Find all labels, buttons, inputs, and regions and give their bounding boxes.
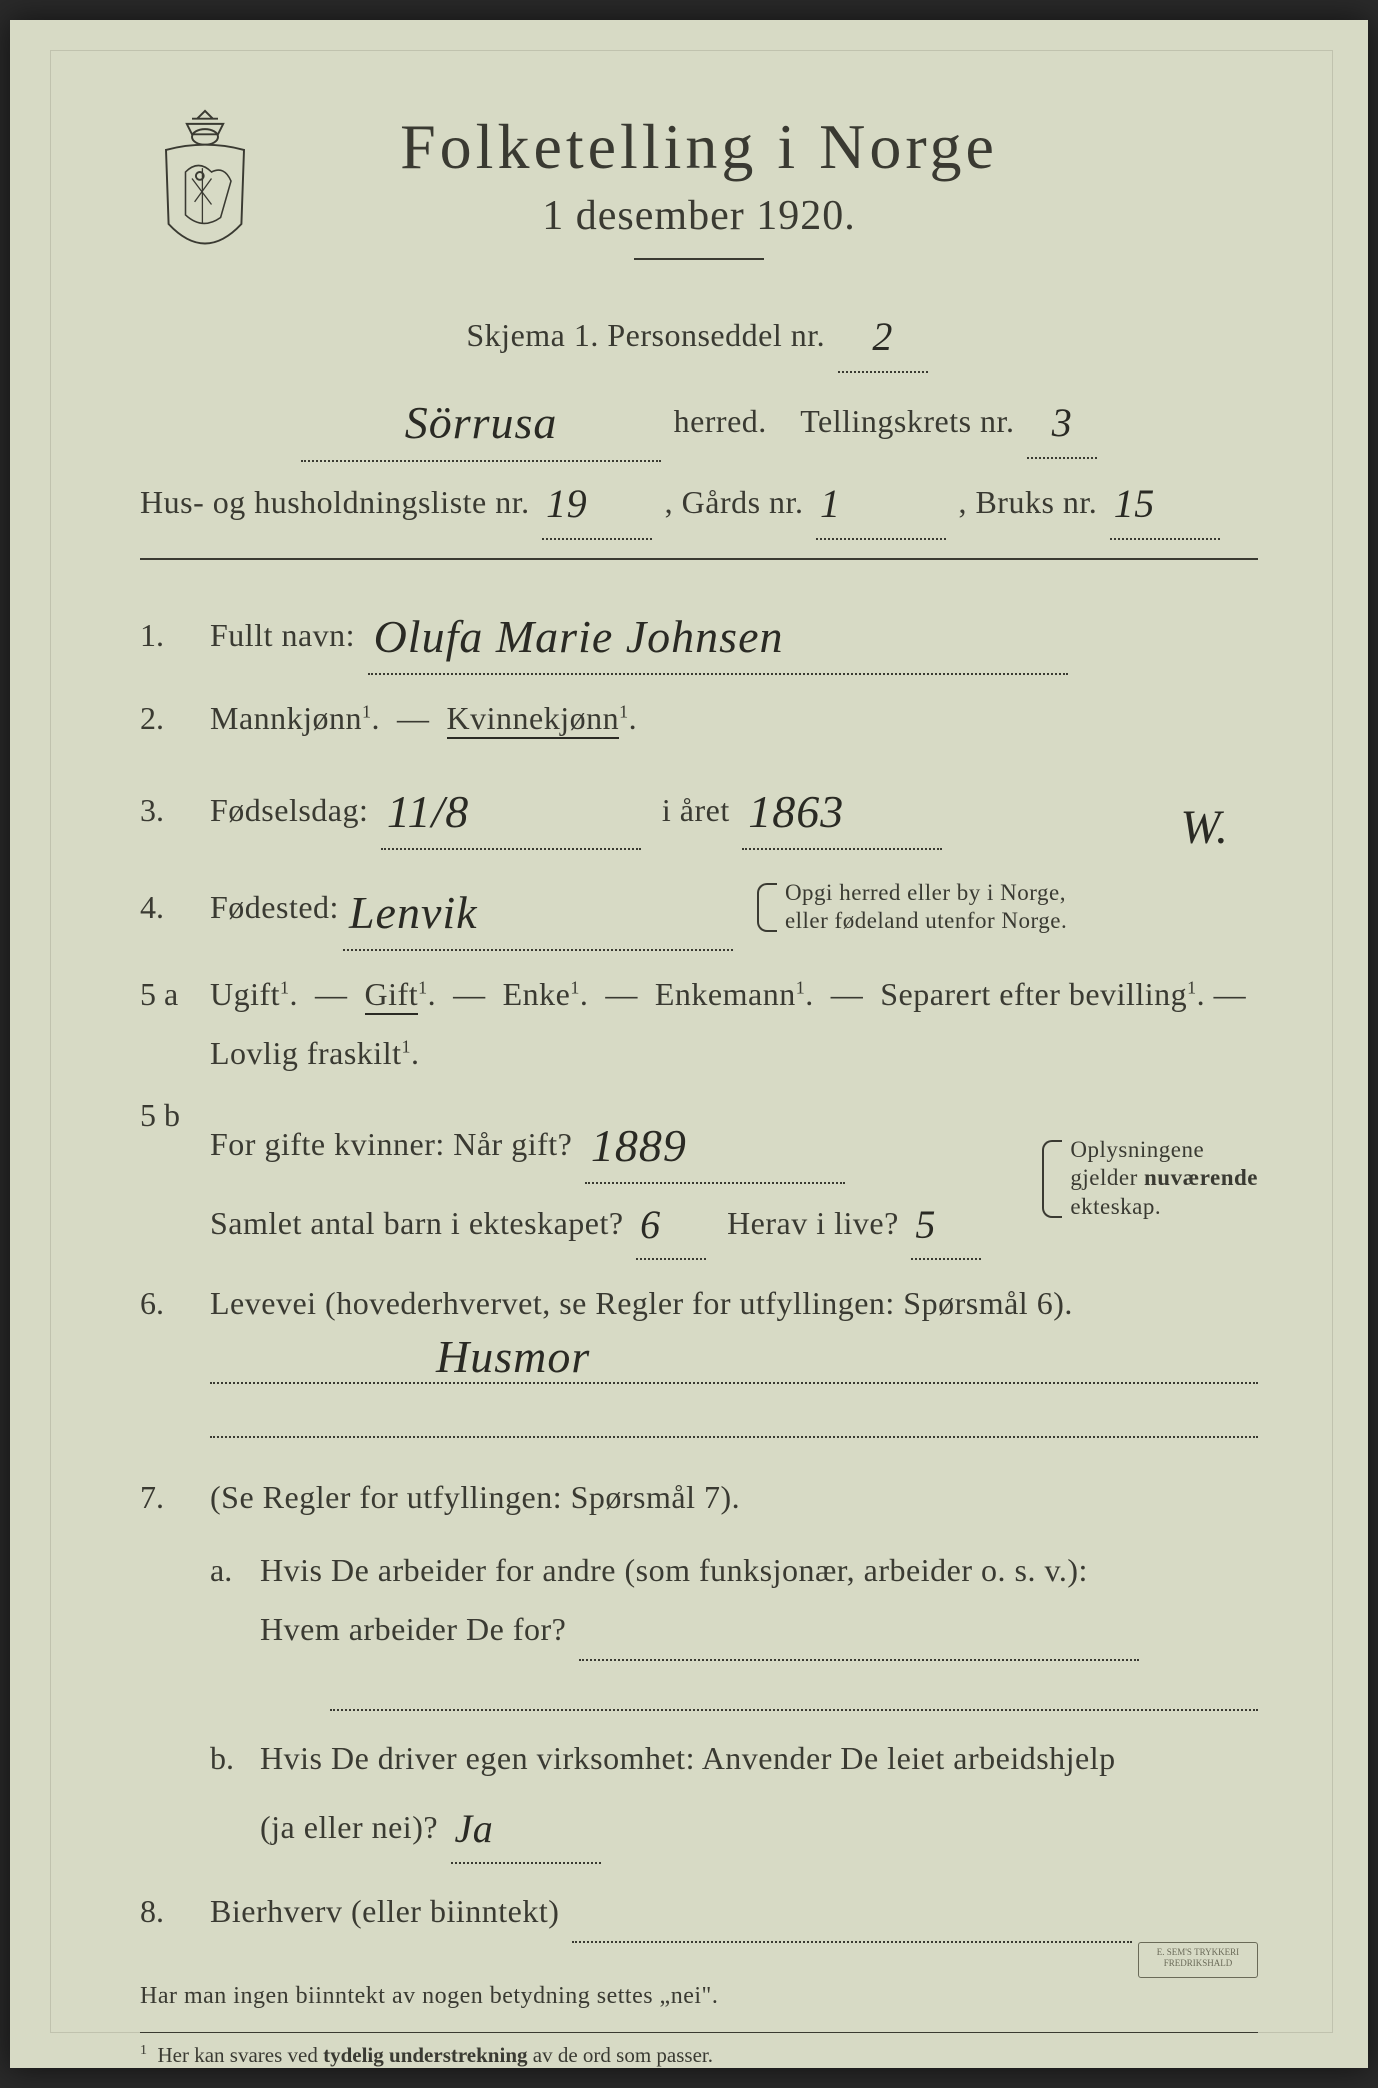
q3-year: 1863 <box>742 786 850 837</box>
q5a-num: 5 a <box>140 976 210 1013</box>
bruks-label: , Bruks nr. <box>958 484 1097 520</box>
q5b-v2: 6 <box>636 1202 665 1247</box>
q7a-blank-line <box>330 1675 1258 1711</box>
footer-note: Har man ingen biinntekt av nogen betydni… <box>140 1983 1258 2010</box>
q8-label: Bierhverv (eller biinntekt) <box>210 1893 559 1929</box>
q7b-num: b. <box>210 1740 260 1777</box>
q6-value-line: Husmor <box>210 1348 1258 1384</box>
q7a-num: a. <box>210 1552 260 1589</box>
printer-stamp: E. SEM'S TRYKKERIFREDRIKSHALD <box>1138 1942 1258 1978</box>
footnote: 1 Her kan svares ved tydelig understrekn… <box>140 2043 1258 2068</box>
q5b-note: Oplysningene gjelder nuværende ekteskap. <box>1042 1136 1258 1222</box>
q5b-note-l1: Oplysningene <box>1070 1137 1204 1162</box>
herred-label: herred. <box>674 403 767 439</box>
q4-note-l2: eller fødeland utenfor Norge. <box>785 908 1067 933</box>
q5b-row: 5 b For gifte kvinner: Når gift? 1889 Sa… <box>140 1097 1258 1260</box>
form-date: 1 desember 1920. <box>140 192 1258 240</box>
q7-row: 7. (Se Regler for utfyllingen: Spørsmål … <box>140 1468 1258 1527</box>
q6-value: Husmor <box>430 1330 596 1383</box>
q7a-row: a. Hvis De arbeider for andre (som funks… <box>210 1541 1258 1661</box>
q5b-l2: Samlet antal barn i ekteskapet? <box>210 1205 624 1241</box>
divider <box>634 258 764 260</box>
q5b-note-l2: gjelder nuværende <box>1070 1165 1258 1190</box>
q7b-row: b. Hvis De driver egen virksomhet: Anven… <box>210 1729 1258 1864</box>
q5a-row: 5 a Ugift1. — Gift1. — Enke1. — Enkemann… <box>140 965 1258 1083</box>
q4-value: Lenvik <box>343 887 484 938</box>
footnote-text: Her kan svares ved tydelig understreknin… <box>158 2043 713 2067</box>
q5b-note-l3: ekteskap. <box>1070 1194 1161 1219</box>
bruks-nr: 15 <box>1110 481 1159 526</box>
tellingskrets-nr: 3 <box>1048 400 1077 445</box>
herred-value: Sörrusa <box>399 397 564 448</box>
footnote-num: 1 <box>140 2043 147 2058</box>
hus-line: Hus- og husholdningsliste nr. 19 , Gårds… <box>140 462 1258 540</box>
q7-label: (Se Regler for utfyllingen: Spørsmål 7). <box>210 1479 740 1515</box>
q5a-opts2: Lovlig fraskilt1. <box>210 1035 419 1071</box>
skjema-label: Skjema 1. Personseddel nr. <box>466 317 825 353</box>
hus-label: Hus- og husholdningsliste nr. <box>140 484 530 520</box>
q3-num: 3. <box>140 792 210 829</box>
q1-label: Fullt navn: <box>210 617 355 653</box>
hus-nr: 19 <box>542 481 591 526</box>
q5b-l3: Herav i live? <box>727 1205 899 1241</box>
q7a-l1: Hvis De arbeider for andre (som funksjon… <box>260 1552 1088 1588</box>
q2-opt-mann: Mannkjønn <box>210 700 362 736</box>
q4-note: Opgi herred eller by i Norge, eller føde… <box>757 879 1067 937</box>
q1-num: 1. <box>140 617 210 654</box>
coat-of-arms-icon <box>140 100 270 270</box>
footnote-rule <box>140 2032 1258 2033</box>
q3-row: 3. Fødselsdag: 11/8 i året 1863 <box>140 763 1258 850</box>
q7b-l2: (ja eller nei)? <box>260 1809 438 1845</box>
q5b-v1: 1889 <box>585 1120 693 1171</box>
q6-blank-line <box>210 1402 1258 1438</box>
section-divider <box>140 558 1258 560</box>
q6-label: Levevei (hovederhvervet, se Regler for u… <box>210 1285 1073 1321</box>
q2-num: 2. <box>140 700 210 737</box>
q5b-v3: 5 <box>911 1202 940 1247</box>
gards-nr: 1 <box>816 481 845 526</box>
q1-row: 1. Fullt navn: Olufa Marie Johnsen <box>140 588 1258 675</box>
form-title: Folketelling i Norge <box>140 110 1258 184</box>
q5a-opts: Ugift1. — Gift1. — Enke1. — Enkemann1. —… <box>210 976 1246 1012</box>
q4-num: 4. <box>140 889 210 926</box>
tellingskrets-label: Tellingskrets nr. <box>800 403 1014 439</box>
q2-row: 2. Mannkjønn1. — Kvinnekjønn1. <box>140 689 1258 748</box>
form-header: Folketelling i Norge 1 desember 1920. <box>140 110 1258 260</box>
gards-label: , Gårds nr. <box>665 484 804 520</box>
census-form-page: Folketelling i Norge 1 desember 1920. Sk… <box>10 20 1368 2068</box>
q4-label: Fødested: <box>210 878 339 937</box>
q3-mid: i året <box>662 792 730 828</box>
q8-row: 8. Bierhverv (eller biinntekt) <box>140 1882 1258 1943</box>
q2-opt-kvinne: Kvinnekjønn <box>447 700 620 739</box>
q8-num: 8. <box>140 1893 210 1930</box>
skjema-line: Skjema 1. Personseddel nr. 2 <box>140 295 1258 373</box>
q7b-l1: Hvis De driver egen virksomhet: Anvender… <box>260 1740 1116 1776</box>
initials-mark: W. <box>1180 800 1228 855</box>
q5b-l1: For gifte kvinner: Når gift? <box>210 1126 572 1162</box>
personseddel-nr: 2 <box>868 314 897 359</box>
q6-row: 6. Levevei (hovederhvervet, se Regler fo… <box>140 1274 1258 1333</box>
q4-note-l1: Opgi herred eller by i Norge, <box>785 880 1066 905</box>
q7b-val: Ja <box>451 1806 498 1851</box>
q1-value: Olufa Marie Johnsen <box>368 611 790 662</box>
herred-line: Sörrusa herred. Tellingskrets nr. 3 <box>140 373 1258 462</box>
q6-num: 6. <box>140 1285 210 1322</box>
q4-row: 4. Fødested: Lenvik Opgi herred eller by… <box>140 864 1258 951</box>
q3-label: Fødselsdag: <box>210 792 368 828</box>
q7-num: 7. <box>140 1479 210 1516</box>
q5b-num: 5 b <box>140 1097 210 1134</box>
q3-day: 11/8 <box>381 786 475 837</box>
q7a-l2: Hvem arbeider De for? <box>260 1611 566 1647</box>
